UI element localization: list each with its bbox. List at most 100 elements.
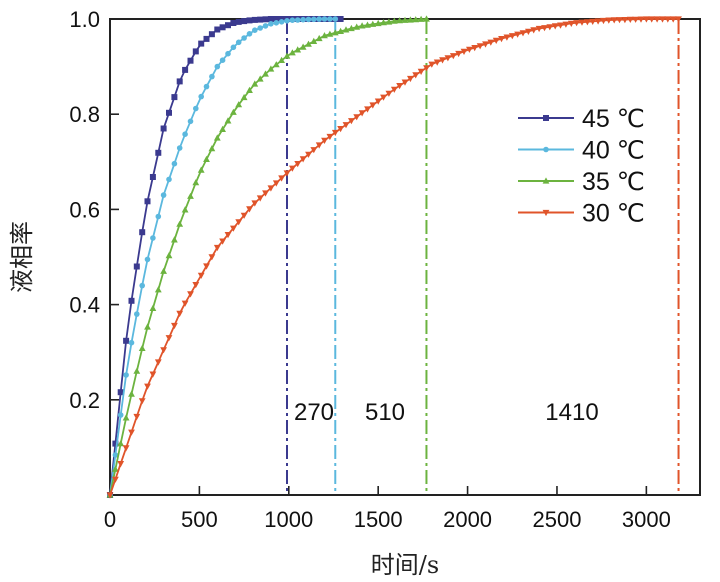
y-tick-label: 0.2: [69, 388, 100, 413]
series-point: [637, 16, 645, 23]
series-point: [407, 16, 414, 23]
series-point: [278, 19, 285, 25]
series-point: [166, 176, 172, 183]
x-tick-label: 3000: [622, 507, 671, 532]
series-point: [176, 220, 184, 227]
series-point: [214, 26, 221, 33]
series-point: [401, 16, 409, 23]
legend: 45 ℃ 40 ℃ 35 ℃ 30 ℃: [518, 105, 645, 228]
series-point: [165, 335, 173, 342]
series-point: [181, 300, 189, 307]
series-point: [514, 31, 521, 38]
series-point: [198, 40, 205, 47]
series-point: [209, 73, 215, 80]
series-point: [230, 108, 237, 115]
series-point: [117, 389, 124, 396]
series-point: [417, 68, 425, 75]
series-point: [326, 30, 334, 37]
series-point: [176, 78, 183, 85]
series-point: [235, 101, 243, 108]
legend-label: 30 ℃: [582, 200, 645, 228]
series-point: [283, 52, 291, 59]
series-point: [337, 126, 344, 133]
series-point: [610, 17, 618, 24]
series-point: [578, 19, 586, 26]
series-point: [241, 18, 248, 25]
series-point: [337, 27, 344, 34]
series-point: [401, 79, 409, 86]
annotations-layer: 270 510 1410: [294, 399, 599, 426]
series-point: [160, 267, 167, 274]
series-point: [241, 35, 247, 41]
series-point: [374, 19, 382, 27]
series-point: [166, 109, 172, 116]
series-point: [144, 256, 151, 263]
series-point: [449, 53, 457, 60]
series-point: [289, 165, 296, 172]
series-point: [133, 413, 141, 421]
series-point: [492, 37, 500, 44]
legend-label: 45 ℃: [582, 105, 645, 133]
series-point: [197, 272, 205, 279]
series-point: [267, 16, 274, 22]
series-point: [203, 35, 210, 42]
series-point: [321, 137, 328, 144]
series-point: [246, 206, 253, 213]
series-point: [331, 29, 339, 36]
series-point: [256, 195, 264, 202]
series-point: [246, 86, 253, 93]
series-point: [171, 160, 178, 167]
series-point: [112, 452, 119, 458]
series-point: [348, 118, 355, 125]
series-point: [262, 23, 269, 29]
series-point: [460, 48, 468, 55]
series-point: [122, 414, 130, 421]
series-point: [369, 102, 377, 109]
x-tick-label: 500: [181, 507, 218, 532]
series-point: [412, 16, 420, 23]
series-point: [128, 339, 135, 346]
series-point: [150, 235, 156, 241]
series-point: [198, 93, 204, 100]
series-point: [262, 190, 269, 197]
series-point: [267, 65, 275, 72]
series-point: [305, 40, 312, 47]
series-point: [230, 20, 237, 26]
series-point: [134, 311, 140, 317]
series-point: [149, 174, 156, 180]
series-point: [664, 16, 672, 23]
series-point: [197, 166, 205, 173]
series-point: [466, 46, 473, 53]
series-point: [149, 371, 157, 378]
series-point: [353, 23, 361, 30]
series-point: [149, 304, 157, 311]
series-point: [144, 323, 151, 330]
series-point: [133, 263, 140, 270]
series-point: [471, 45, 479, 52]
series-point: [192, 282, 200, 289]
legend-label: 35 ℃: [582, 168, 645, 196]
series-point: [117, 412, 124, 418]
series-point: [428, 61, 436, 68]
series-point: [326, 133, 334, 141]
series-point: [257, 25, 263, 31]
series-point: [235, 219, 243, 226]
series-point: [144, 383, 151, 390]
series-point: [573, 20, 580, 27]
series-point: [203, 83, 210, 90]
series-point: [165, 252, 173, 259]
legend-marker: [543, 146, 549, 153]
series-point: [626, 16, 634, 23]
series-point: [240, 93, 248, 101]
series-point: [187, 192, 194, 199]
legend-label: 40 ℃: [582, 137, 645, 165]
series-point: [182, 66, 189, 73]
x-tick-label: 2000: [443, 507, 492, 532]
series-point: [117, 440, 125, 447]
series-point: [444, 55, 452, 62]
series-point: [332, 16, 339, 22]
series: [106, 15, 430, 498]
series-point: [128, 297, 135, 304]
series-point: [348, 24, 355, 32]
series-point: [224, 117, 232, 124]
